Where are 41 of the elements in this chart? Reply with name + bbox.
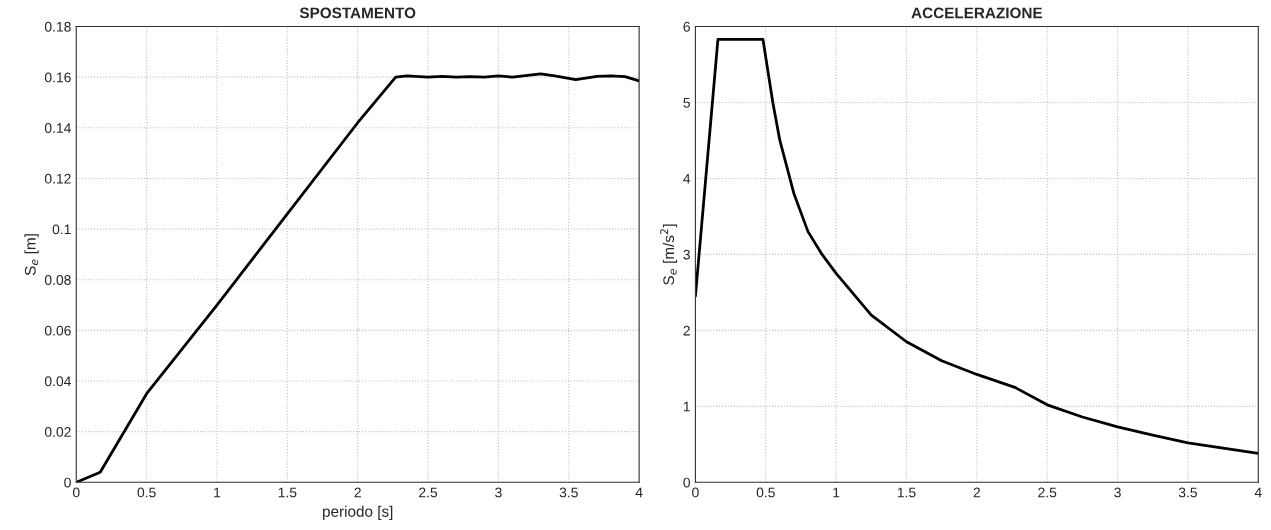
y-tick-label: 0 [64,477,71,488]
y-axis-title: S$_{e}$ [m] [24,234,39,276]
x-tick-label: 3.5 [559,487,578,498]
y-tick-label: 3 [683,249,690,260]
line-series [695,38,1259,455]
x-tick-label: 1 [833,487,840,498]
x-axis-title: periodo [s] [323,505,393,520]
y-tick-label: 2 [683,325,690,336]
y-tick-label: 6 [683,21,690,32]
y-tick-label: 0.16 [44,72,71,83]
x-tick-label: 0 [72,487,80,498]
x-tick-label: 3 [1114,487,1121,498]
x-tick-label: 2.5 [1038,487,1057,498]
x-tick-label: 3.5 [1178,487,1197,498]
x-tick-label: 0.5 [137,487,156,498]
x-tick-label: 4 [635,487,643,498]
y-tick-label: 0 [683,477,691,488]
x-tick-label: 2.5 [419,487,438,498]
x-tick-label: 2 [354,487,361,498]
y-tick-label: 0.04 [44,376,71,387]
x-tick-label: 0 [692,487,699,498]
y-tick-label: 0.12 [44,173,71,184]
x-tick-label: 1.5 [897,487,916,498]
chart-title: SPOSTAMENTO [299,7,416,19]
y-tick-label: 4 [683,173,691,184]
x-tick-label: 1 [214,487,221,498]
x-tick-label: 4 [1254,487,1262,498]
y-tick-label: 0.18 [44,21,71,32]
y-tick-label: 5 [683,97,690,108]
y-tick-label: 1 [683,401,690,412]
y-tick-label: 0.14 [44,123,71,133]
y-tick-label: 0.08 [44,275,71,285]
y-tick-label: 0.02 [44,426,71,437]
x-tick-label: 1.5 [278,487,297,498]
y-tick-label: 0.1 [52,224,71,235]
chart-title: ACCELERAZIONE [911,7,1043,19]
y-axis-title: S$_{e}$ [m/s$^{2}$] [660,224,678,285]
x-tick-label: 0.5 [756,487,775,498]
y-tick-label: 0.06 [44,325,71,336]
x-tick-label: 3 [495,487,502,498]
x-tick-label: 2 [973,487,981,498]
